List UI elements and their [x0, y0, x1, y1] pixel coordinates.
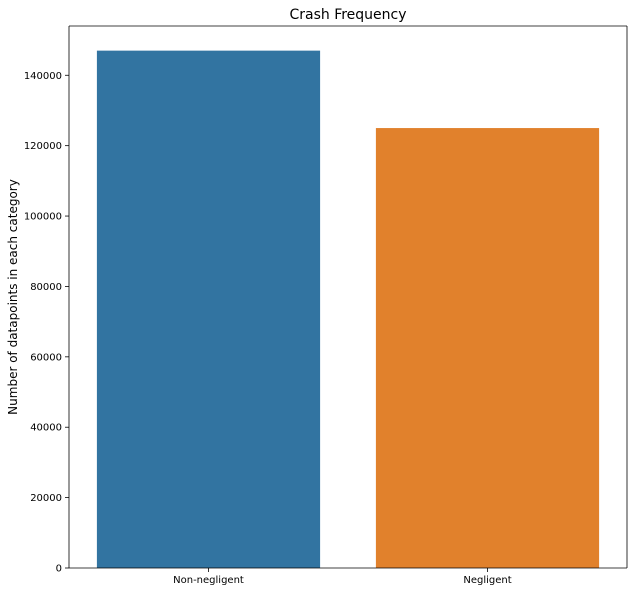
- chart-title: Crash Frequency: [289, 7, 406, 23]
- bar-negligent: [375, 128, 600, 568]
- y-tick-label: 100000: [24, 212, 62, 223]
- y-tick-label: 80000: [30, 282, 62, 293]
- x-axis-ticks: Non-negligent Negligent: [173, 568, 512, 586]
- bars-group: [96, 50, 600, 568]
- y-tick-label: 140000: [24, 71, 62, 82]
- x-tick-label: Negligent: [463, 575, 511, 586]
- y-axis-label: Number of datapoints in each category: [6, 179, 20, 415]
- axes-frame: [68, 25, 628, 569]
- bar-non-negligent: [96, 50, 321, 568]
- y-tick-label: 60000: [30, 352, 62, 363]
- y-tick-label: 20000: [30, 493, 62, 504]
- y-tick-label: 40000: [30, 423, 62, 434]
- y-axis-ticks: 0 20000 40000 60000 80000 100000 120000 140000: [24, 71, 69, 575]
- y-tick-label: 0: [56, 564, 62, 575]
- y-tick-label: 120000: [24, 141, 62, 152]
- x-tick-label: Non-negligent: [173, 575, 244, 586]
